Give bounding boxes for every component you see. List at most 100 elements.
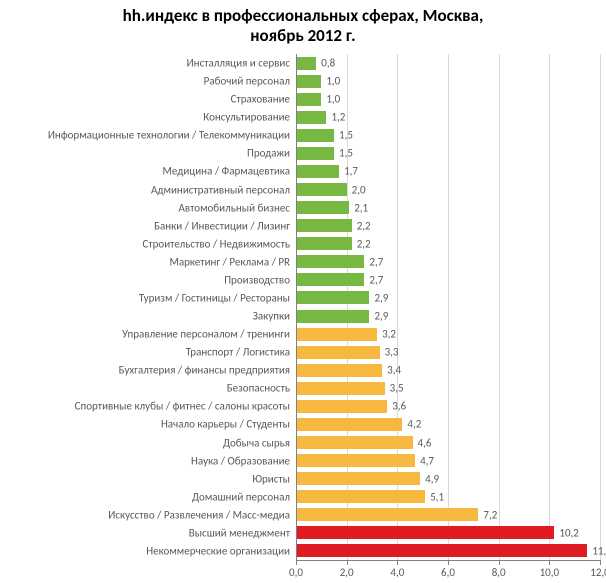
chart-title: hh.индекс в профессиональных сферах, Мос…	[0, 6, 606, 45]
bar-row: Спортивные клубы / фитнес / салоны красо…	[296, 397, 600, 415]
bar-row: Инсталляция и сервис0,8	[296, 54, 600, 72]
category-label: Страхование	[231, 93, 290, 106]
x-tick-label: 0,0	[289, 566, 303, 579]
bar	[296, 111, 326, 124]
value-label: 3,4	[387, 364, 401, 377]
x-tick-label: 8,0	[492, 566, 506, 579]
category-label: Домашний персонал	[192, 490, 290, 503]
bar	[296, 508, 478, 521]
category-label: Наука / Образование	[191, 454, 290, 467]
x-axis-line	[296, 560, 600, 561]
category-label: Искусство / Развлечения / Масс-медиа	[108, 508, 290, 521]
chart-title-line2: ноябрь 2012 г.	[250, 25, 355, 46]
bar	[296, 255, 364, 268]
bar-row: Банки / Инвестиции / Лизинг2,2	[296, 217, 600, 235]
category-label: Некоммерческие организации	[146, 544, 290, 557]
category-label: Безопасность	[227, 382, 290, 395]
value-label: 1,0	[326, 93, 340, 106]
value-label: 2,9	[374, 291, 388, 304]
value-label: 3,5	[390, 382, 404, 395]
bar-row: Строительство / Недвижимость2,2	[296, 235, 600, 253]
bar	[296, 400, 387, 413]
value-label: 3,6	[392, 400, 406, 413]
bar-row: Бухгалтерия / финансы предприятия3,4	[296, 361, 600, 379]
bar	[296, 219, 352, 232]
bar	[296, 418, 402, 431]
bar	[296, 346, 380, 359]
bar-row: Страхование1,0	[296, 90, 600, 108]
bar	[296, 291, 369, 304]
bar-row: Консультирование1,2	[296, 108, 600, 126]
value-label: 10,2	[559, 526, 578, 539]
value-label: 5,1	[430, 490, 444, 503]
category-label: Юристы	[252, 472, 290, 485]
bar	[296, 165, 339, 178]
bar-row: Добыча сырья4,6	[296, 434, 600, 452]
category-label: Туризм / Гостиницы / Рестораны	[139, 291, 290, 304]
x-tick-label: 10,0	[540, 566, 559, 579]
value-label: 0,8	[321, 57, 335, 70]
bar	[296, 237, 352, 250]
value-label: 3,3	[385, 346, 399, 359]
bar-row: Автомобильный бизнес2,1	[296, 199, 600, 217]
bar-row: Начало карьеры / Студенты4,2	[296, 415, 600, 433]
bar-row: Управление персоналом / тренинги3,2	[296, 325, 600, 343]
category-label: Высший менеджмент	[189, 526, 290, 539]
bar-row: Высший менеджмент10,2	[296, 524, 600, 542]
bar	[296, 75, 321, 88]
value-label: 2,1	[354, 201, 368, 214]
value-label: 2,0	[352, 183, 366, 196]
bar	[296, 544, 587, 557]
y-axis-line	[296, 54, 297, 560]
value-label: 2,2	[357, 219, 371, 232]
x-tick-label: 6,0	[441, 566, 455, 579]
hh-index-chart: hh.индекс в профессиональных сферах, Мос…	[0, 0, 606, 583]
category-label: Строительство / Недвижимость	[143, 237, 290, 250]
bar-row: Закупки2,9	[296, 307, 600, 325]
bar-row: Искусство / Развлечения / Масс-медиа7,2	[296, 506, 600, 524]
value-label: 11,5	[592, 544, 606, 557]
category-label: Рабочий персонал	[204, 75, 290, 88]
category-label: Производство	[224, 273, 290, 286]
value-label: 1,5	[339, 129, 353, 142]
bar	[296, 57, 316, 70]
x-tick-label: 4,0	[390, 566, 404, 579]
value-label: 7,2	[483, 508, 497, 521]
bar	[296, 93, 321, 106]
bar	[296, 436, 413, 449]
category-label: Начало карьеры / Студенты	[161, 418, 290, 431]
bar-row: Туризм / Гостиницы / Рестораны2,9	[296, 289, 600, 307]
bar	[296, 129, 334, 142]
value-label: 4,2	[407, 418, 421, 431]
plot-area: 0,02,04,06,08,010,012,0Инсталляция и сер…	[296, 54, 600, 560]
bar	[296, 364, 382, 377]
gridline	[600, 54, 601, 560]
bar-row: Медицина / Фармацевтика1,7	[296, 162, 600, 180]
category-label: Инсталляция и сервис	[187, 57, 290, 70]
category-label: Продажи	[247, 147, 290, 160]
category-label: Автомобильный бизнес	[179, 201, 291, 214]
bar	[296, 201, 349, 214]
category-label: Закупки	[253, 310, 290, 323]
bar-row: Информационные технологии / Телекоммуник…	[296, 126, 600, 144]
category-label: Административный персонал	[151, 183, 290, 196]
bar-row: Маркетинг / Реклама / PR2,7	[296, 253, 600, 271]
category-label: Бухгалтерия / финансы предприятия	[119, 364, 290, 377]
category-label: Банки / Инвестиции / Лизинг	[154, 219, 290, 232]
bar-row: Домашний персонал5,1	[296, 488, 600, 506]
category-label: Спортивные клубы / фитнес / салоны красо…	[75, 400, 290, 413]
value-label: 4,9	[425, 472, 439, 485]
value-label: 4,7	[420, 454, 434, 467]
value-label: 1,0	[326, 75, 340, 88]
category-label: Информационные технологии / Телекоммуник…	[48, 129, 290, 142]
category-label: Управление персоналом / тренинги	[122, 328, 290, 341]
value-label: 4,6	[418, 436, 432, 449]
bar-row: Продажи1,5	[296, 144, 600, 162]
bar-row: Производство2,7	[296, 271, 600, 289]
bar	[296, 490, 425, 503]
category-label: Транспорт / Логистика	[186, 346, 290, 359]
bar	[296, 183, 347, 196]
bar	[296, 310, 369, 323]
bar	[296, 454, 415, 467]
x-tick-mark	[600, 560, 601, 565]
